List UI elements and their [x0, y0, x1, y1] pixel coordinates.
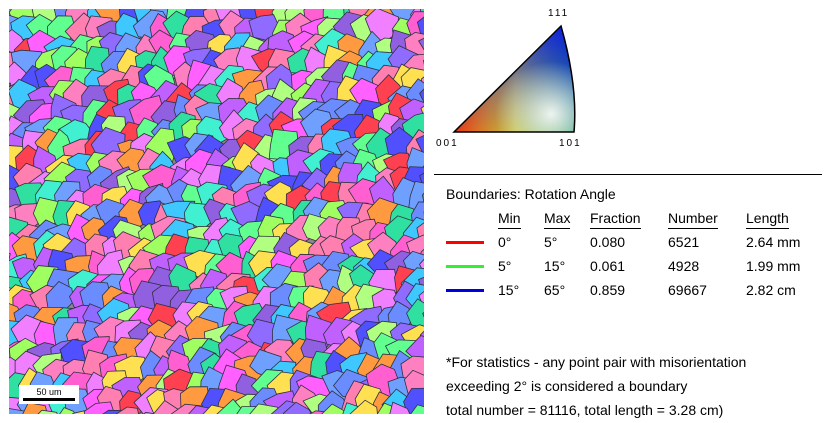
swatch-red	[446, 241, 484, 244]
grain	[389, 401, 411, 414]
ipf-color-key: 111 001 101	[436, 6, 596, 156]
note-line-1: *For statistics - any point pair with mi…	[446, 354, 747, 370]
row-length: 2.64 mm	[746, 234, 801, 250]
scale-bar: 50 um	[19, 385, 79, 404]
ipf-label-101: 101	[559, 138, 582, 149]
note-line-3: total number = 81116, total length = 3.2…	[446, 402, 724, 418]
grain	[418, 37, 424, 51]
ipf-label-001: 001	[436, 138, 459, 149]
grain	[349, 399, 378, 414]
grain-cells	[9, 9, 424, 414]
row-fraction: 0.859	[590, 282, 626, 298]
row-length: 1.99 mm	[746, 258, 801, 274]
header-number: Number	[668, 210, 718, 229]
grain	[410, 404, 424, 414]
note-line-2: exceeding 2° is considered a boundary	[446, 378, 688, 394]
row-number: 6521	[668, 234, 700, 250]
grain	[282, 401, 313, 414]
grain	[59, 407, 76, 414]
header-min: Min	[498, 210, 521, 229]
row-number: 4928	[668, 258, 700, 274]
grain-map-image	[9, 9, 424, 414]
swatch-blue	[446, 289, 484, 292]
swatch-green	[446, 265, 484, 268]
grain	[406, 298, 424, 331]
row-length: 2.82 cm	[746, 282, 796, 298]
grain	[115, 406, 139, 414]
row-min: 0°	[498, 234, 512, 250]
row-max: 15°	[544, 258, 566, 274]
row-min: 15°	[498, 282, 520, 298]
scale-bar-line	[23, 398, 75, 401]
grain	[423, 59, 424, 66]
section-divider	[434, 174, 822, 175]
row-max: 5°	[544, 234, 558, 250]
header-length: Length	[746, 210, 789, 229]
grain	[249, 403, 280, 414]
grain	[37, 409, 58, 414]
row-fraction: 0.080	[590, 234, 626, 250]
ebsd-orientation-map: 50 um	[9, 9, 424, 414]
row-max: 65°	[544, 282, 566, 298]
legend-title: Boundaries: Rotation Angle	[446, 186, 616, 202]
header-fraction: Fraction	[590, 210, 641, 229]
ipf-triangle	[452, 24, 576, 133]
grain	[419, 88, 424, 104]
grain	[9, 252, 11, 262]
row-number: 69667	[668, 282, 707, 298]
row-fraction: 0.061	[590, 258, 626, 274]
ipf-label-111: 111	[548, 8, 570, 19]
grain	[415, 135, 424, 157]
statistics-notes: *For statistics - any point pair with mi…	[446, 350, 746, 422]
grain	[421, 192, 424, 205]
grain	[422, 311, 424, 318]
scale-bar-label: 50 um	[36, 387, 62, 397]
row-min: 5°	[498, 258, 512, 274]
header-max: Max	[544, 210, 571, 229]
